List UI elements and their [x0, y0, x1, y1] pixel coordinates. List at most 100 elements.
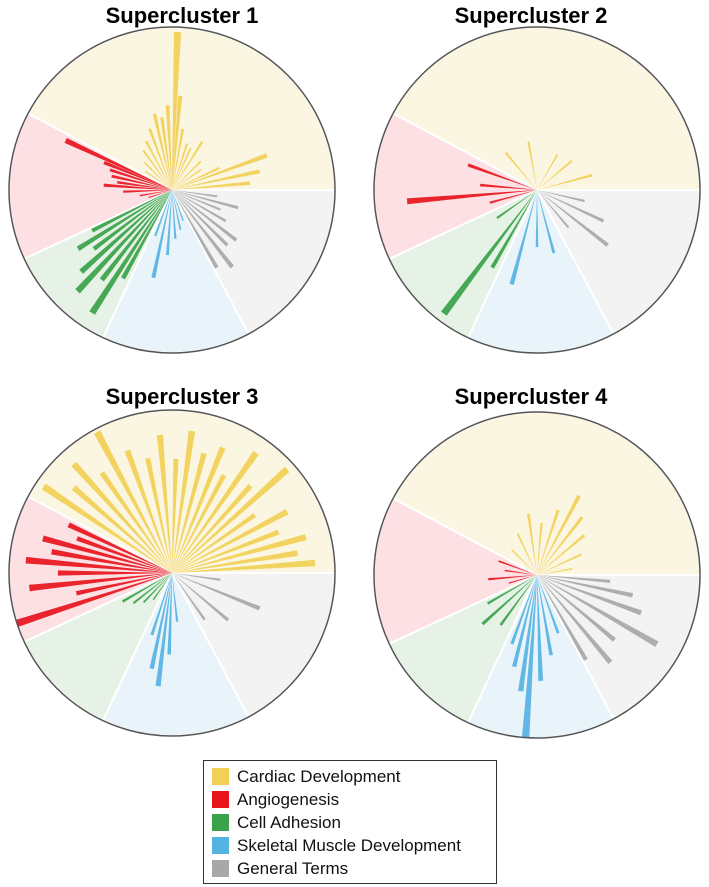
spoke-cardiac-development-10 — [511, 549, 537, 575]
panel-title-2: Supercluster 2 — [455, 3, 608, 28]
spoke-cardiac-development-2 — [172, 169, 261, 190]
spoke-cardiac-development-14 — [160, 117, 172, 190]
spoke-skeletal-muscle-development-43 — [172, 190, 184, 221]
spoke-cell-adhesion-17 — [499, 575, 537, 626]
spoke-cardiac-development-11 — [172, 446, 226, 573]
spoke-general-terms-31 — [537, 575, 611, 584]
spoke-skeletal-muscle-development-15 — [537, 190, 556, 254]
spoke-general-terms-41 — [172, 573, 206, 621]
spoke-skeletal-muscle-development-23 — [537, 575, 553, 656]
spoke-general-terms-25 — [537, 575, 588, 661]
legend-item-cardiac-development: Cardiac Development — [212, 765, 496, 788]
legend-item-angiogenesis: Angiogenesis — [212, 788, 496, 811]
spoke-cell-adhesion-35 — [99, 190, 172, 282]
spoke-angiogenesis-14 — [508, 575, 537, 584]
spoke-cardiac-development-3 — [537, 154, 559, 190]
spoke-angiogenesis-27 — [25, 556, 172, 573]
spoke-general-terms-18 — [537, 190, 605, 223]
panel-title-3: Supercluster 3 — [106, 384, 259, 409]
spoke-cardiac-development-6 — [537, 509, 560, 575]
spoke-skeletal-muscle-development-39 — [151, 190, 172, 279]
legend-swatch-cardiac-development — [212, 768, 229, 785]
spoke-cardiac-development-1 — [172, 559, 316, 573]
spoke-cardiac-development-6 — [172, 160, 202, 190]
spoke-angiogenesis-6 — [467, 163, 537, 190]
spoke-cardiac-development-1 — [537, 567, 573, 575]
spoke-angiogenesis-30 — [75, 573, 172, 596]
spoke-general-terms-17 — [537, 190, 609, 247]
spoke-cardiac-development-8 — [172, 484, 253, 573]
spoke-cardiac-development-7 — [172, 140, 204, 190]
legend-swatch-skeletal-muscle-development — [212, 837, 229, 854]
spoke-cell-adhesion-33 — [79, 190, 172, 274]
legend-swatch-cell-adhesion — [212, 814, 229, 831]
spoke-general-terms-46 — [172, 190, 229, 247]
spoke-cardiac-development-2 — [172, 550, 298, 573]
panel-title-4: Supercluster 4 — [455, 384, 609, 409]
spoke-general-terms-48 — [172, 190, 227, 223]
spoke-cardiac-development-20 — [144, 170, 172, 190]
spoke-cell-adhesion-15 — [486, 575, 537, 605]
spoke-cardiac-development-10 — [172, 473, 227, 573]
spoke-general-terms-45 — [172, 190, 234, 269]
spoke-skeletal-muscle-development-19 — [512, 575, 537, 668]
spoke-general-terms-51 — [172, 190, 218, 198]
legend-label-angiogenesis: Angiogenesis — [237, 789, 340, 809]
spoke-angiogenesis-9 — [489, 190, 537, 204]
spoke-skeletal-muscle-development-42 — [172, 190, 182, 231]
spoke-cardiac-development-10 — [172, 128, 185, 190]
chart-outline — [8, 409, 336, 737]
legend-label-general-terms: General Terms — [237, 858, 349, 878]
spoke-cell-adhesion-30 — [91, 190, 172, 233]
spoke-cell-adhesion-31 — [76, 190, 172, 251]
spoke-cardiac-development-3 — [172, 153, 268, 190]
spoke-general-terms-44 — [172, 190, 219, 269]
spoke-angiogenesis-31 — [15, 573, 173, 627]
spoke-cardiac-development-17 — [144, 140, 172, 190]
spoke-cardiac-development-1 — [172, 181, 251, 190]
spoke-skeletal-muscle-development-39 — [167, 573, 172, 655]
spoke-cardiac-development-7 — [172, 466, 290, 573]
legend-item-cell-adhesion: Cell Adhesion — [212, 811, 496, 834]
chart-outline — [8, 26, 336, 354]
spoke-cardiac-development-13 — [165, 105, 172, 190]
spoke-cardiac-development-6 — [172, 513, 257, 573]
radial-chart-4 — [373, 411, 702, 739]
spoke-cardiac-development-1 — [537, 173, 593, 190]
panel-title-1: Supercluster 1 — [106, 3, 259, 28]
chart-outline — [373, 26, 701, 354]
spoke-cell-adhesion-33 — [132, 573, 172, 604]
spoke-general-terms-50 — [172, 190, 239, 210]
spoke-cardiac-development-5 — [172, 509, 289, 573]
spoke-skeletal-muscle-development-38 — [155, 573, 172, 687]
spoke-general-terms-28 — [537, 575, 659, 647]
spoke-cardiac-development-2 — [537, 553, 582, 575]
spoke-cardiac-development-17 — [124, 449, 172, 573]
legend-swatch-angiogenesis — [212, 791, 229, 808]
spoke-angiogenesis-28 — [139, 190, 172, 197]
spoke-cardiac-development-9 — [172, 143, 189, 190]
spoke-angiogenesis-29 — [29, 573, 172, 592]
spoke-cardiac-development-11 — [172, 95, 183, 190]
spoke-general-terms-49 — [172, 190, 221, 211]
legend-item-skeletal-muscle-development: Skeletal Muscle Development — [212, 834, 496, 857]
spoke-cardiac-development-22 — [41, 483, 172, 573]
spoke-cardiac-development-5 — [172, 168, 202, 190]
spoke-cardiac-development-2 — [537, 159, 573, 190]
spoke-angiogenesis-7 — [480, 183, 537, 190]
spoke-angiogenesis-28 — [57, 570, 172, 576]
spoke-skeletal-muscle-development-38 — [154, 190, 172, 237]
spoke-cardiac-development-8 — [172, 147, 192, 190]
spoke-angiogenesis-21 — [64, 138, 172, 190]
spoke-cell-adhesion-36 — [89, 190, 172, 315]
spoke-cardiac-development-18 — [142, 149, 172, 190]
spoke-cardiac-development-19 — [143, 161, 172, 190]
spoke-cardiac-development-12 — [172, 452, 207, 573]
legend-swatch-general-terms — [212, 860, 229, 877]
legend-label-cell-adhesion: Cell Adhesion — [237, 812, 341, 832]
spoke-angiogenesis-13 — [488, 575, 537, 581]
spoke-skeletal-muscle-development-14 — [535, 190, 539, 248]
spoke-angiogenesis-26 — [51, 549, 172, 573]
spoke-cardiac-development-8 — [526, 513, 537, 575]
spoke-skeletal-muscle-development-36 — [150, 573, 172, 636]
